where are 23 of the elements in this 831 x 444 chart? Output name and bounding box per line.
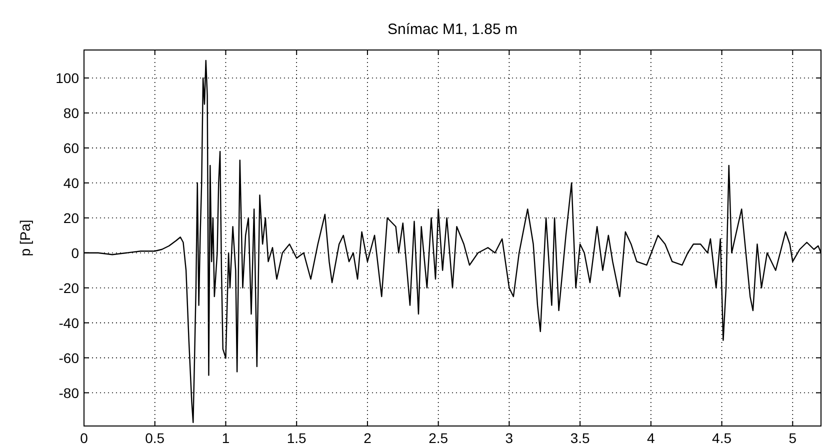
y-tick-label: -80 [58, 384, 80, 401]
y-axis-title: p [Pa] [17, 220, 33, 256]
y-tick-label: 0 [71, 244, 80, 261]
x-tick-label: 1 [222, 430, 230, 444]
y-tick-label: 80 [63, 104, 80, 121]
x-tick-label: 0 [80, 430, 88, 444]
x-tick-label: 4 [647, 430, 656, 444]
y-tick-label: -20 [58, 280, 80, 296]
y-tick-label: 20 [63, 210, 80, 226]
x-tick-label: 2 [364, 430, 372, 444]
y-tick-label: 100 [56, 70, 80, 86]
y-tick-label: 40 [63, 174, 80, 191]
x-tick-label: 3 [505, 430, 514, 444]
x-tick-label: 3.5 [570, 430, 590, 444]
x-tick-label: 0.5 [145, 430, 165, 444]
x-tick-label: 4.5 [712, 430, 732, 444]
x-tick-label: 2.5 [428, 430, 448, 444]
x-tick-label: 5 [788, 430, 797, 444]
y-tick-label: -40 [58, 314, 80, 331]
chart-title: Snímac M1, 1.85 m [387, 21, 518, 38]
y-tick-label: 60 [63, 140, 80, 156]
y-tick-label: -60 [58, 350, 80, 366]
x-tick-label: 1.5 [286, 430, 307, 444]
